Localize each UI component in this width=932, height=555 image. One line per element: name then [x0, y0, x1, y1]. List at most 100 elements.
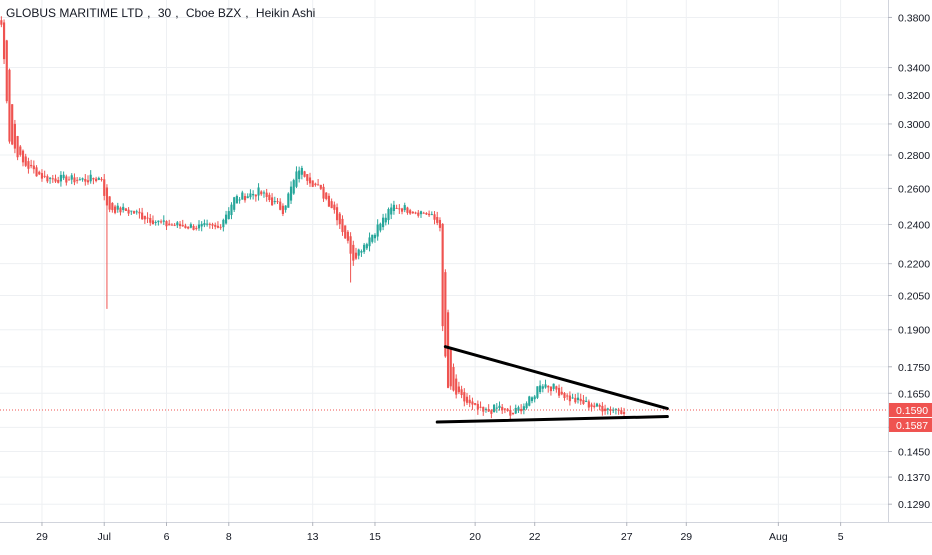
chart-legend-title: GLOBUS MARITIME LTD, 30, Cboe BZX, Heiki…	[6, 6, 316, 20]
candle-body	[425, 213, 428, 215]
y-tick-label: 0.1450	[898, 447, 930, 459]
trendline-upper[interactable]	[443, 345, 669, 411]
candle-body	[103, 179, 106, 196]
candle-body	[536, 386, 539, 398]
candle-body	[419, 211, 423, 215]
candle-body	[530, 397, 534, 402]
candle-body	[100, 178, 103, 180]
candle-body	[317, 184, 320, 186]
candle-body	[541, 386, 544, 389]
candle-body	[622, 412, 626, 414]
candle-body	[184, 225, 187, 229]
candle-body	[433, 214, 436, 220]
candle-body	[620, 410, 623, 414]
candle-body	[260, 191, 263, 195]
x-tick-label: 13	[307, 531, 319, 543]
candle-body	[376, 224, 379, 237]
y-tick-label: 0.1290	[898, 499, 930, 511]
candle-body	[181, 224, 184, 227]
candle-body	[116, 205, 119, 210]
candle-body	[325, 192, 328, 199]
candle-body	[576, 397, 580, 401]
candle-body	[387, 209, 390, 221]
exchange-label: Cboe BZX	[185, 6, 242, 20]
candle-body	[522, 406, 525, 411]
candle-body	[227, 211, 230, 220]
x-tick-label: 20	[469, 531, 481, 543]
candle-body	[43, 175, 46, 177]
candle-body	[73, 177, 76, 183]
candle-body	[27, 161, 30, 169]
interval-label: 30	[157, 6, 172, 20]
candle-body	[428, 213, 431, 216]
candle-body	[549, 386, 553, 392]
trendlines[interactable]	[435, 345, 669, 424]
candle-body	[438, 219, 442, 228]
candle-body	[365, 244, 368, 249]
candle-body	[392, 204, 395, 212]
candle-body	[168, 223, 171, 226]
candle-body	[609, 409, 612, 411]
candle-body	[509, 409, 512, 416]
candle-body	[338, 213, 341, 225]
candle-body	[249, 193, 252, 198]
candle-body	[254, 194, 257, 197]
candle-body	[130, 210, 133, 212]
price-badge	[889, 417, 932, 432]
candle-body	[119, 207, 122, 213]
candle-body	[525, 403, 528, 409]
candle-body	[452, 367, 455, 391]
candle-body	[151, 220, 155, 225]
candle-body	[295, 171, 298, 187]
candle-body	[89, 174, 92, 182]
x-tick-label: Jul	[98, 531, 111, 543]
candle-body	[70, 175, 73, 180]
axes[interactable]: 0.3800 0.3400 0.3200 0.3000 0.2800 0.2600 0.24…	[0, 0, 932, 543]
candle-body	[474, 403, 477, 405]
candle-body	[51, 178, 54, 180]
candle-body	[262, 192, 266, 194]
candle-body	[5, 40, 8, 102]
candle-body	[528, 396, 531, 406]
candle-body	[498, 405, 501, 409]
candle-body	[160, 221, 163, 223]
candle-body	[514, 407, 517, 414]
candle-body	[252, 193, 255, 196]
candle-body	[352, 244, 355, 261]
candle-body	[2, 22, 6, 60]
y-tick-label: 0.3200	[898, 90, 930, 102]
candle-body	[216, 225, 220, 228]
y-tick-label: 0.1900	[898, 325, 930, 337]
candle-body	[368, 237, 371, 247]
candle-body	[557, 387, 561, 396]
candle-body	[132, 211, 136, 214]
candle-body	[463, 392, 466, 402]
candle-body	[468, 399, 471, 404]
candle-body	[241, 192, 244, 200]
candle-body	[235, 196, 238, 204]
candle-body	[349, 236, 352, 254]
candle-body	[206, 223, 209, 225]
candle-body	[360, 251, 363, 253]
candle-body	[46, 176, 49, 182]
candle-body	[395, 207, 398, 209]
candle-body	[406, 207, 409, 213]
candle-body	[585, 400, 588, 402]
price-badge-label: 0.1587	[896, 420, 928, 432]
trendline-lower[interactable]	[435, 415, 669, 424]
candle-body	[24, 156, 27, 166]
candle-body	[487, 409, 490, 412]
candle-body	[303, 171, 306, 177]
candle-body	[327, 195, 331, 207]
candle-body	[344, 225, 347, 239]
candle-body	[38, 171, 41, 175]
y-tick-label: 0.3400	[898, 63, 930, 75]
candle-body	[81, 178, 84, 180]
candle-body	[32, 165, 35, 170]
candle-body	[195, 227, 198, 229]
y-tick-label: 0.2200	[898, 259, 930, 271]
candle-body	[165, 221, 168, 227]
candle-body	[214, 224, 217, 227]
